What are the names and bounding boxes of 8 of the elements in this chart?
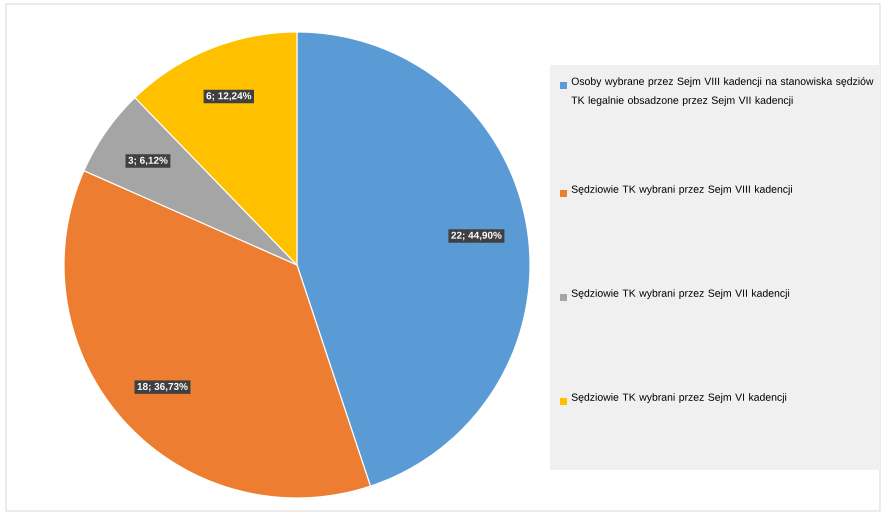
legend-label: Sędziowie TK wybrani przez Sejm VII kadencji [572, 289, 790, 299]
data-label: 6; 12,24% [206, 92, 252, 101]
legend-label: Osoby wybrane przez Sejm VIII kadencji na stanowiska sędziów TK legalnie obsadzone przez Sejm VII kadencji [571, 77, 874, 106]
legend-label: Sędziowie TK wybrani przez Sejm VIII kadencji [572, 185, 792, 195]
data-label: 22; 44,90% [451, 232, 502, 240]
legend-label: Sędziowie TK wybrani przez Sejm VI kadencji [572, 393, 786, 403]
data-label: 3; 6,12% [128, 156, 168, 166]
data-label: 18; 36,73% [138, 382, 188, 392]
